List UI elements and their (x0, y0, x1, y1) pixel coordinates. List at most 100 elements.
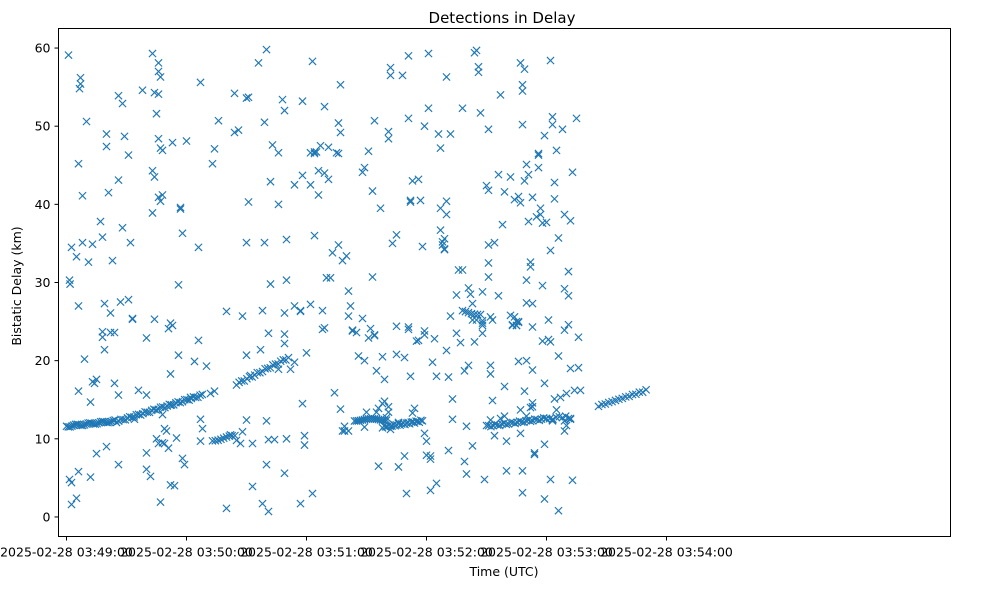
data-point-stroke (500, 382, 509, 391)
data-point (360, 356, 369, 365)
data-point-stroke (540, 494, 549, 503)
data-point (372, 366, 381, 375)
data-point-stroke (564, 291, 573, 300)
data-point (388, 239, 397, 248)
data-point-stroke (102, 442, 111, 451)
data-point-stroke (230, 431, 239, 440)
data-point-stroke (154, 67, 163, 76)
data-point (576, 386, 585, 395)
data-point-stroke (535, 416, 544, 425)
data-point (76, 79, 85, 88)
data-point (126, 238, 135, 247)
data-point (146, 472, 155, 481)
data-point (628, 390, 637, 399)
data-point-stroke (372, 366, 381, 375)
data-point-stroke (464, 283, 473, 292)
data-point-stroke (279, 355, 288, 364)
data-point (167, 400, 176, 409)
data-point-stroke (560, 426, 569, 435)
data-point-stroke (76, 79, 85, 88)
data-point (442, 210, 451, 219)
data-point-stroke (114, 460, 123, 469)
data-point-stroke (360, 423, 369, 432)
data-point (102, 130, 111, 139)
data-point-stroke (80, 355, 89, 364)
data-point-stroke (142, 333, 151, 342)
data-point (358, 314, 367, 323)
data-point-stroke (258, 306, 267, 315)
data-point (572, 114, 581, 123)
data-point-stroke (362, 408, 371, 417)
data-point-stroke (344, 287, 353, 296)
data-point-stroke (506, 311, 515, 320)
data-point (642, 385, 651, 394)
data-point (436, 204, 445, 213)
data-point (191, 393, 200, 402)
data-point-stroke (480, 475, 489, 484)
data-point (500, 187, 509, 196)
data-point-stroke (452, 329, 461, 338)
data-point (142, 391, 151, 400)
data-point (282, 434, 291, 443)
data-point-stroke (67, 243, 76, 252)
data-point-stroke (464, 308, 473, 317)
data-point (364, 333, 373, 342)
data-point (354, 351, 363, 360)
data-point (494, 291, 503, 300)
data-point (506, 172, 515, 181)
data-point (67, 243, 76, 252)
data-point-stroke (514, 192, 523, 201)
data-point-stroke (468, 299, 477, 308)
data-point (468, 299, 477, 308)
data-point-stroke (552, 405, 561, 414)
data-point-stroke (452, 290, 461, 300)
data-point (219, 434, 228, 443)
data-point-stroke (444, 446, 453, 455)
data-point (402, 489, 411, 498)
data-point (500, 412, 509, 421)
data-point (296, 306, 305, 315)
data-point (552, 146, 561, 155)
data-point-stroke (196, 437, 205, 446)
data-point (156, 197, 165, 206)
data-point (322, 273, 331, 282)
data-point (540, 131, 549, 140)
data-point-stroke (366, 324, 375, 333)
data-point (546, 475, 555, 484)
data-point (546, 246, 555, 255)
data-point-stroke (442, 197, 451, 206)
data-point-stroke (298, 171, 307, 180)
data-point (342, 251, 351, 260)
data-point-stroke (438, 240, 447, 249)
data-point (436, 144, 445, 153)
data-point (560, 326, 569, 335)
data-point-stroke (511, 419, 520, 428)
data-point-stroke (514, 317, 523, 326)
data-point-stroke (458, 104, 467, 113)
data-point-stroke (518, 466, 527, 475)
data-point (561, 412, 570, 421)
data-point (196, 415, 205, 424)
data-point-stroke (458, 306, 467, 315)
data-point (452, 329, 461, 338)
data-point (548, 112, 557, 121)
data-point-stroke (262, 460, 271, 469)
data-point (88, 240, 97, 249)
data-point (420, 429, 429, 438)
data-point-stroke (400, 353, 409, 362)
data-point-stroke (180, 395, 189, 404)
data-point-stroke (312, 147, 321, 156)
data-point (194, 336, 203, 345)
data-point-stroke (364, 333, 373, 342)
y-tick-label: 50 (35, 119, 51, 134)
data-point (260, 118, 269, 127)
data-point (148, 166, 157, 175)
data-point-stroke (82, 117, 91, 126)
data-point (468, 441, 477, 450)
data-point (196, 437, 205, 446)
data-point-stroke (510, 195, 519, 204)
data-point (516, 198, 525, 207)
data-point (104, 188, 113, 197)
data-point (194, 243, 203, 252)
data-point (550, 394, 559, 403)
